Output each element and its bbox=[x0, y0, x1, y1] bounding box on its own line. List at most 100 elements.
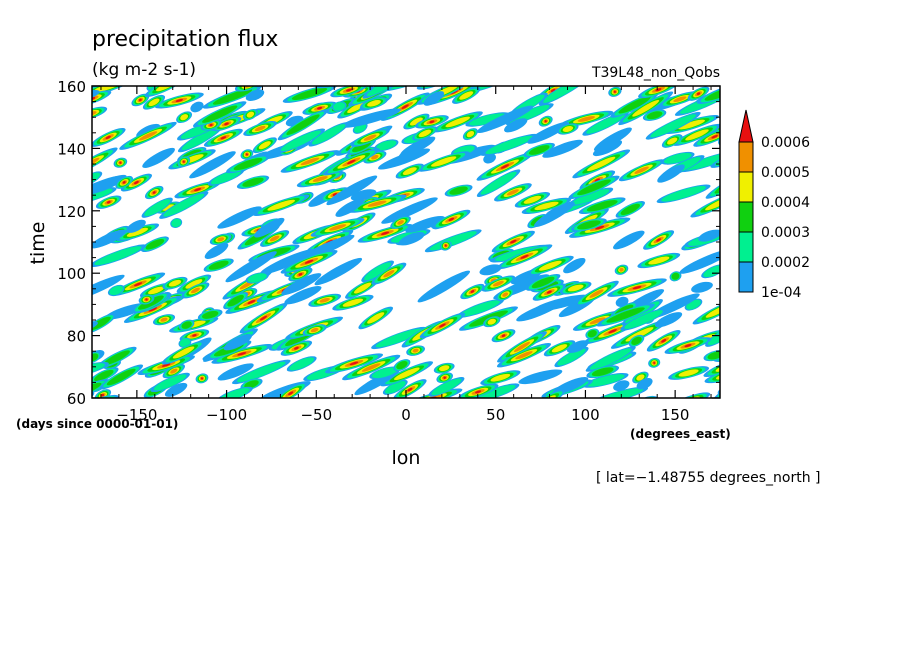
precip-contour bbox=[126, 227, 149, 237]
precip-cell bbox=[415, 115, 449, 129]
precip-cell bbox=[189, 151, 236, 179]
precip-contour bbox=[244, 380, 259, 389]
precip-contour bbox=[376, 140, 397, 151]
precip-contour bbox=[684, 344, 692, 348]
precip-cell bbox=[350, 128, 390, 147]
precip-contour bbox=[402, 167, 417, 175]
precip-contour bbox=[631, 336, 642, 346]
precip-contour bbox=[92, 316, 111, 331]
precip-contour bbox=[192, 334, 197, 337]
precip-contour bbox=[148, 307, 158, 312]
precip-contour bbox=[490, 373, 511, 382]
precip-cell bbox=[703, 350, 720, 362]
precip-cell bbox=[111, 272, 166, 297]
precip-contour bbox=[538, 260, 562, 271]
colorbar-label: 0.0002 bbox=[761, 255, 810, 271]
precip-contour bbox=[654, 312, 683, 328]
precip-contour bbox=[347, 159, 356, 165]
precip-contour bbox=[647, 400, 651, 403]
precip-cell bbox=[439, 240, 452, 251]
precip-contour bbox=[586, 374, 625, 387]
precip-cell bbox=[245, 89, 265, 102]
precip-cell bbox=[302, 101, 337, 115]
precip-contour bbox=[480, 171, 517, 195]
precip-contour bbox=[168, 279, 182, 287]
precip-cell bbox=[240, 149, 254, 160]
precip-cell bbox=[202, 86, 263, 109]
precip-contour bbox=[613, 90, 616, 93]
precip-contour bbox=[504, 118, 528, 133]
precip-contour bbox=[427, 74, 450, 87]
precip-contour bbox=[479, 264, 502, 276]
precip-cell bbox=[534, 202, 575, 227]
precip-cell bbox=[559, 110, 614, 128]
precip-cell bbox=[491, 230, 535, 253]
precip-contour bbox=[655, 88, 662, 92]
precip-contour bbox=[613, 380, 630, 391]
colorbar-segment bbox=[738, 231, 754, 263]
precip-contour bbox=[189, 151, 236, 179]
precip-cell bbox=[428, 377, 465, 397]
precip-contour bbox=[492, 280, 504, 287]
precip-contour bbox=[721, 351, 739, 361]
precip-cell bbox=[618, 91, 674, 126]
precip-cell bbox=[628, 334, 645, 347]
precip-cell bbox=[211, 343, 273, 364]
precip-cell bbox=[170, 218, 183, 228]
x-tick-label: −150 bbox=[116, 406, 157, 424]
x-tick-label: 0 bbox=[401, 406, 411, 424]
precip-contour bbox=[92, 111, 97, 116]
precip-contour bbox=[204, 243, 229, 259]
precip-cell bbox=[661, 134, 683, 148]
precip-contour bbox=[366, 86, 409, 97]
precip-cell bbox=[280, 340, 313, 356]
precip-contour bbox=[707, 351, 720, 360]
precip-cell bbox=[643, 230, 675, 250]
colorbar-segment bbox=[738, 201, 754, 233]
precip-cell bbox=[669, 271, 682, 282]
precip-cell bbox=[242, 108, 258, 121]
precip-cell bbox=[496, 342, 552, 368]
precip-cell bbox=[374, 139, 399, 152]
precip-contour bbox=[367, 312, 385, 324]
precip-cell bbox=[159, 191, 209, 219]
precip-contour bbox=[531, 276, 555, 289]
precip-contour bbox=[310, 327, 319, 333]
precip-cell bbox=[138, 294, 155, 305]
precip-contour bbox=[469, 113, 507, 126]
precip-contour bbox=[727, 354, 733, 358]
precip-cell bbox=[479, 264, 502, 276]
precip-cell bbox=[371, 326, 427, 350]
precip-cell bbox=[92, 379, 110, 398]
precip-cell bbox=[494, 183, 532, 202]
precip-cell bbox=[563, 257, 586, 274]
precip-cell bbox=[526, 389, 566, 398]
precip-cell bbox=[95, 195, 122, 209]
precip-cell bbox=[637, 252, 681, 269]
precip-cell bbox=[620, 308, 667, 331]
precip-contour bbox=[551, 344, 568, 353]
precip-cell bbox=[323, 148, 380, 176]
precip-cell bbox=[406, 345, 425, 356]
precip-contour bbox=[380, 231, 390, 235]
precip-contour bbox=[153, 374, 187, 391]
precip-contour bbox=[133, 282, 143, 287]
precip-contour bbox=[449, 186, 468, 195]
precip-cell bbox=[225, 251, 277, 283]
precip-cell bbox=[382, 379, 408, 395]
precip-contour bbox=[653, 361, 656, 365]
precip-cell bbox=[692, 297, 720, 325]
precip-cell bbox=[578, 197, 626, 215]
precip-contour bbox=[719, 362, 720, 371]
precip-contour bbox=[119, 161, 122, 164]
precip-cell bbox=[457, 383, 499, 398]
precip-contour bbox=[557, 348, 586, 366]
precip-contour bbox=[185, 279, 203, 289]
precip-contour bbox=[417, 270, 471, 303]
precip-contour bbox=[587, 156, 616, 172]
precip-contour bbox=[475, 390, 482, 394]
precip-contour bbox=[371, 154, 379, 160]
precip-contour bbox=[678, 119, 706, 130]
precip-contour bbox=[636, 374, 645, 381]
precip-contour bbox=[298, 273, 303, 276]
